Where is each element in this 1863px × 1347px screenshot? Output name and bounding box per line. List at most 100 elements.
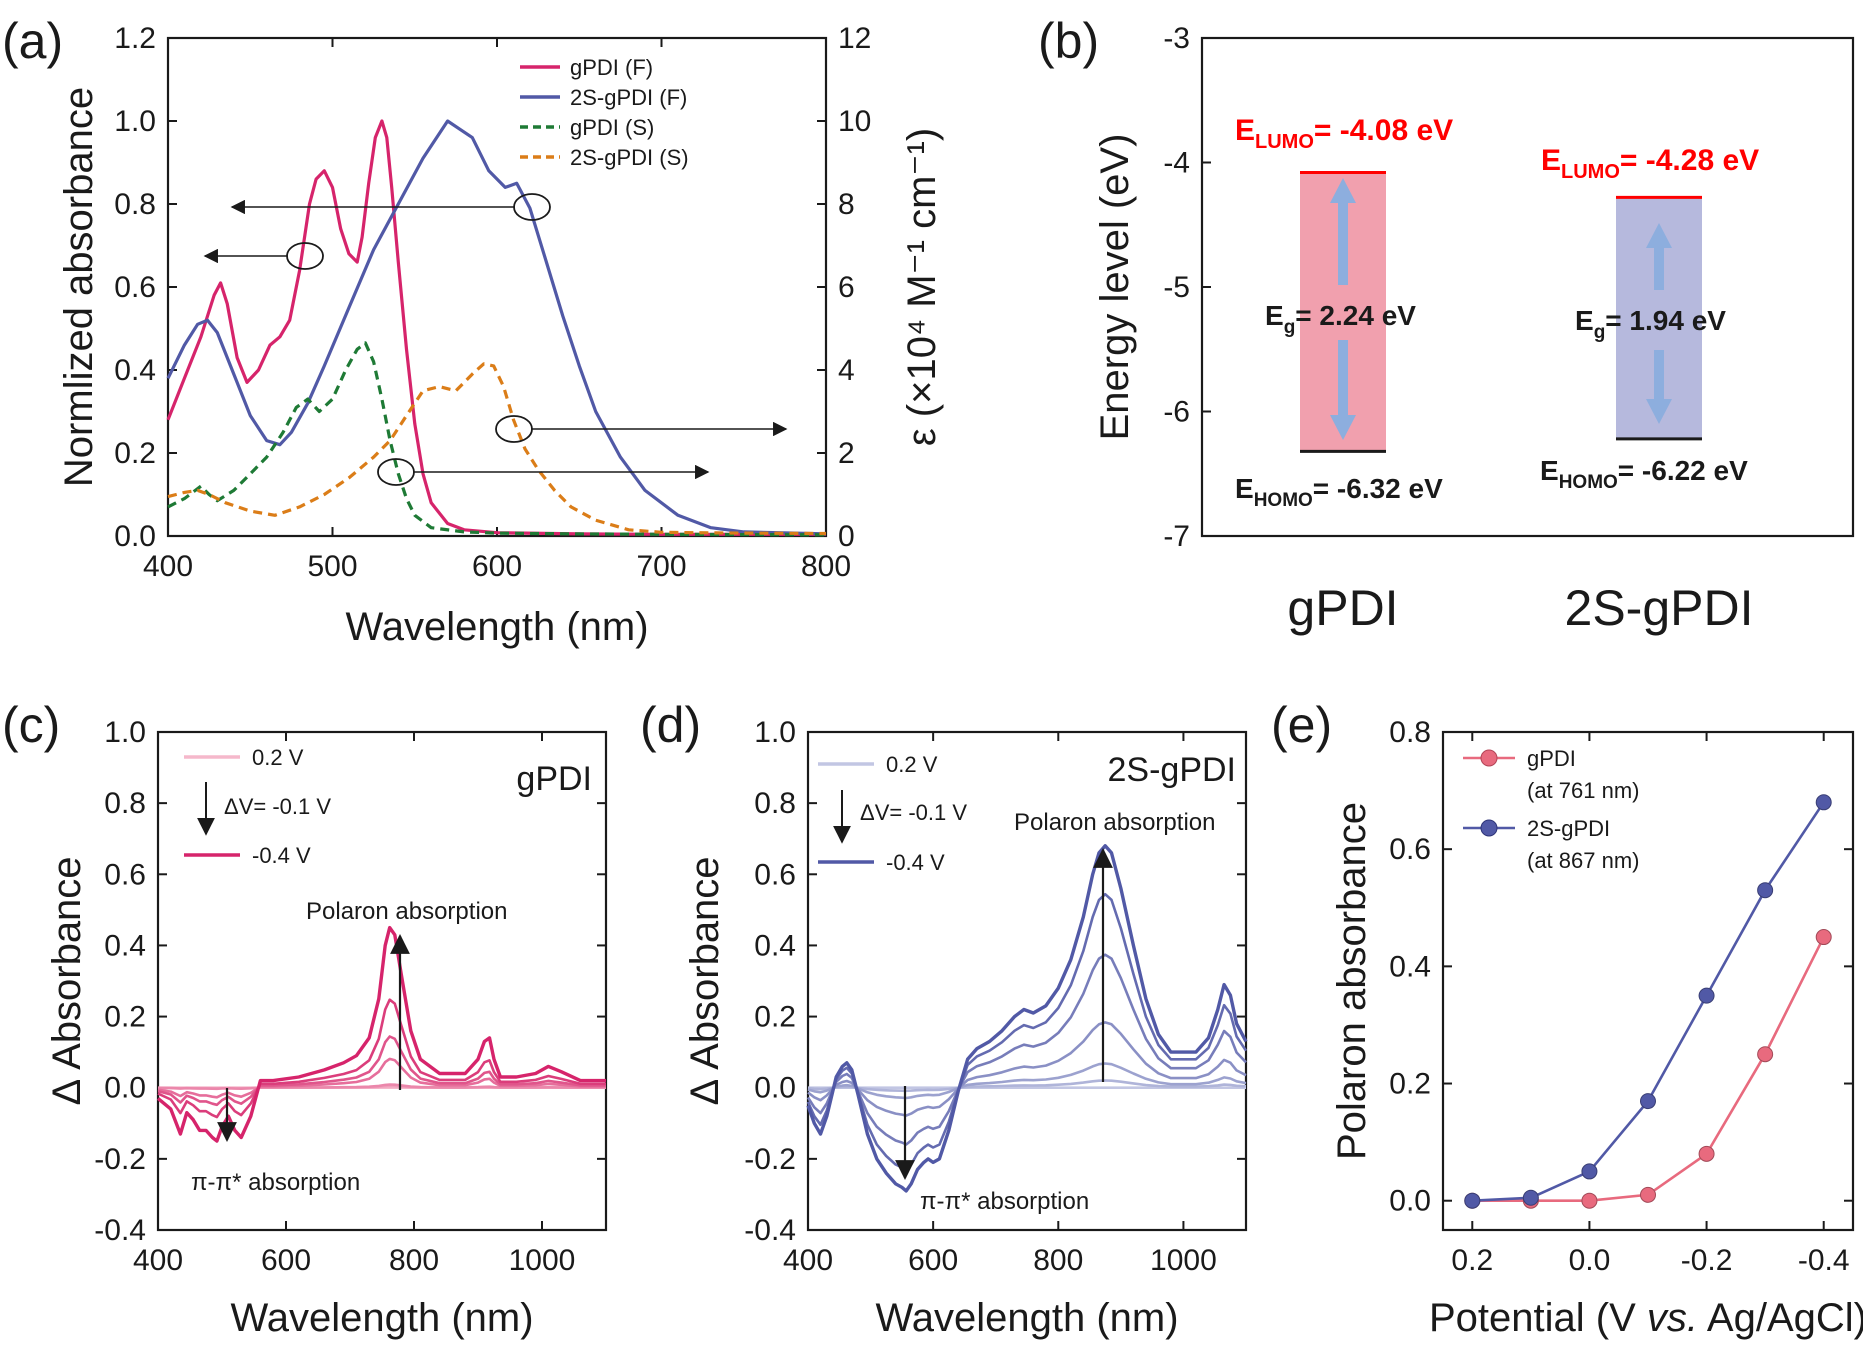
e-point-gpdi-6 <box>1815 929 1832 946</box>
e-point-2s-gpdi-2 <box>1581 1163 1598 1180</box>
c-ytick-label-5: 0.6 <box>104 858 146 891</box>
curve-a-2s-gpdi-f- <box>166 119 827 536</box>
category-label-2s-gpdi: 2S-gPDI <box>1565 580 1754 636</box>
panel-label-b: (b) <box>1038 13 1099 69</box>
arrow-down-gpdi <box>1330 340 1356 440</box>
legend-first-d: 0.2 V <box>886 752 938 777</box>
a-xtick-label-2: 600 <box>472 550 522 583</box>
legend-marker-2s-gpdi-e <box>1480 819 1498 837</box>
d-xtick-label-1: 600 <box>908 1244 958 1277</box>
plot-frame-a <box>166 36 828 538</box>
e-xtick-label-3: -0.4 <box>1798 1244 1850 1277</box>
e-ytick-label-3: 0.6 <box>1389 833 1431 866</box>
d-xtick-label-2: 800 <box>1033 1244 1083 1277</box>
e-line-2s-gpdi <box>1472 801 1825 1202</box>
e-ytick-label-1: 0.2 <box>1389 1068 1431 1101</box>
curve-a-gpdi-s- <box>167 341 827 537</box>
homo-label-gpdi: EHOMO= -6.32 eV <box>1235 473 1443 511</box>
y-axis-title-d: Δ Absorbance <box>683 856 727 1105</box>
legend-label-gpdi-s: gPDI (S) <box>570 115 654 140</box>
annotation-polaron-d: Polaron absorption <box>1014 809 1215 836</box>
a-y2tick-label-3: 6 <box>838 271 855 304</box>
curves-c <box>156 925 606 1143</box>
panel-label-c: (c) <box>2 697 60 753</box>
e-ytick-label-4: 0.8 <box>1389 716 1431 749</box>
legend-label-gpdi-e: gPDI <box>1527 746 1576 771</box>
panel-c: (c) 400 600 800 1000 -0.4 -0.2 0.0 0.2 0.4 0.6 0.8… <box>2 697 608 1340</box>
e-point-2s-gpdi-0 <box>1464 1192 1481 1209</box>
a-ytick-label-5: 1.0 <box>114 105 156 138</box>
a-ytick-label-4: 0.8 <box>114 188 156 221</box>
c-ytick-label-0: -0.4 <box>94 1214 146 1247</box>
e-point-2s-gpdi-6 <box>1815 794 1832 811</box>
legend-d: 0.2 V ΔV= -0.1 V -0.4 V <box>818 752 967 875</box>
d-ytick-label-6: 0.8 <box>754 787 796 820</box>
c-ytick-label-4: 0.4 <box>104 929 146 962</box>
d-ytick-label-1: -0.2 <box>744 1143 796 1176</box>
axis-ticks-c: 400 600 800 1000 -0.4 -0.2 0.0 0.2 0.4 0.6 0.8 1.0 <box>94 716 606 1277</box>
panel-e: (e) 0.2 0.0 -0.2 -0.4 0.0 0.2 0.4 0.6 0.8 Potent… <box>1271 697 1863 1340</box>
a-y2tick-label-6: 12 <box>838 22 871 55</box>
e-xtick-label-0: 0.2 <box>1451 1244 1493 1277</box>
lumo-label-2s-gpdi: ELUMO= -4.28 eV <box>1541 144 1759 183</box>
a-ytick-label-2: 0.4 <box>114 354 156 387</box>
b-ytick-label-3: -6 <box>1163 396 1190 429</box>
x-axis-title-e: Potential (V vs. Ag/AgCl) <box>1429 1296 1863 1340</box>
c-xtick-label-2: 800 <box>389 1244 439 1277</box>
band-gpdi: ELUMO= -4.08 eV Eg= 2.24 eV EHOMO= -6.32… <box>1235 114 1453 511</box>
c-curve-m0m2mV <box>157 1035 606 1107</box>
a-xtick-label-1: 500 <box>307 550 357 583</box>
axis-ticks-a: 400 500 600 700 800 0.0 0.2 0.4 0.6 0.8 1.0 1.2 0 2 4 6… <box>114 22 871 583</box>
y2-axis-title-a: ε (×10⁴ M⁻¹ cm⁻¹) <box>900 128 944 446</box>
d-curve-0m1mV <box>807 1079 1247 1093</box>
panel-a: (a) 400 500 600 700 800 0.0 0.2 0.4 0.6 0.8 1.0 1.2… <box>2 13 944 649</box>
d-ytick-label-5: 0.6 <box>754 858 796 891</box>
panel-label-a: (a) <box>2 13 63 69</box>
y-axis-title-b: Energy level (eV) <box>1093 134 1137 441</box>
arrow-up-2s-gpdi <box>1646 223 1672 290</box>
plot-frame-e <box>1441 730 1855 1232</box>
e-line-gpdi <box>1472 936 1825 1202</box>
a-xtick-label-3: 700 <box>636 550 686 583</box>
d-ytick-label-4: 0.4 <box>754 929 796 962</box>
legend-label-2s-gpdi-s: 2S-gPDI (S) <box>570 145 689 170</box>
lumo-label-gpdi: ELUMO= -4.08 eV <box>1235 114 1453 153</box>
curves-a <box>166 119 827 537</box>
y-axis-title-c: Δ Absorbance <box>45 856 89 1105</box>
d-curve-m0m4mV <box>806 844 1248 1193</box>
d-xtick-label-0: 400 <box>783 1244 833 1277</box>
c-curve-m0m4mV <box>156 925 606 1143</box>
legend-step-d: ΔV= -0.1 V <box>860 800 967 825</box>
e-point-2s-gpdi-3 <box>1640 1093 1656 1110</box>
a-y2tick-label-1: 2 <box>838 437 855 470</box>
c-curve-m0m1mV <box>157 1057 606 1099</box>
panel-label-e: (e) <box>1271 697 1332 753</box>
e-point-2s-gpdi-5 <box>1757 882 1774 899</box>
b-ytick-label-2: -5 <box>1163 271 1190 304</box>
c-curve-0m0mV <box>157 1083 606 1091</box>
axis-ticks-d: 400 600 800 1000 -0.4 -0.2 0.0 0.2 0.4 0.6 0.8 1.0 <box>744 716 1246 1277</box>
b-ytick-label-1: -4 <box>1163 147 1190 180</box>
c-ytick-label-1: -0.2 <box>94 1143 146 1176</box>
legend-note-2s-gpdi-e: (at 867 nm) <box>1527 848 1640 873</box>
e-point-gpdi-4 <box>1698 1145 1715 1162</box>
category-label-gpdi: gPDI <box>1287 580 1398 636</box>
axis-pointers-a <box>203 193 788 486</box>
a-y2tick-label-0: 0 <box>838 520 855 553</box>
annotation-pipi-c: π-π* absorption <box>191 1169 360 1196</box>
legend-label-gpdi-f: gPDI (F) <box>570 55 653 80</box>
d-ytick-label-0: -0.4 <box>744 1214 796 1247</box>
c-xtick-label-0: 400 <box>133 1244 183 1277</box>
x-axis-title-c: Wavelength (nm) <box>230 1296 533 1340</box>
e-point-gpdi-3 <box>1640 1186 1656 1203</box>
a-ytick-label-0: 0.0 <box>114 520 156 553</box>
c-xtick-label-3: 1000 <box>509 1244 576 1277</box>
panel-title-d: 2S-gPDI <box>1108 751 1237 789</box>
gap-label-gpdi: Eg= 2.24 eV <box>1265 300 1416 338</box>
panel-d: (d) 400 600 800 1000 -0.4 -0.2 0.0 0.2 0.4 0.6 0.8… <box>640 697 1248 1340</box>
legend-label-2s-gpdi-f: 2S-gPDI (F) <box>570 85 687 110</box>
panel-label-d: (d) <box>640 697 701 753</box>
legend-label-2s-gpdi-e: 2S-gPDI <box>1527 816 1610 841</box>
curve-a-2s-gpdi-s- <box>167 362 827 536</box>
b-ytick-label-4: -7 <box>1163 520 1190 553</box>
